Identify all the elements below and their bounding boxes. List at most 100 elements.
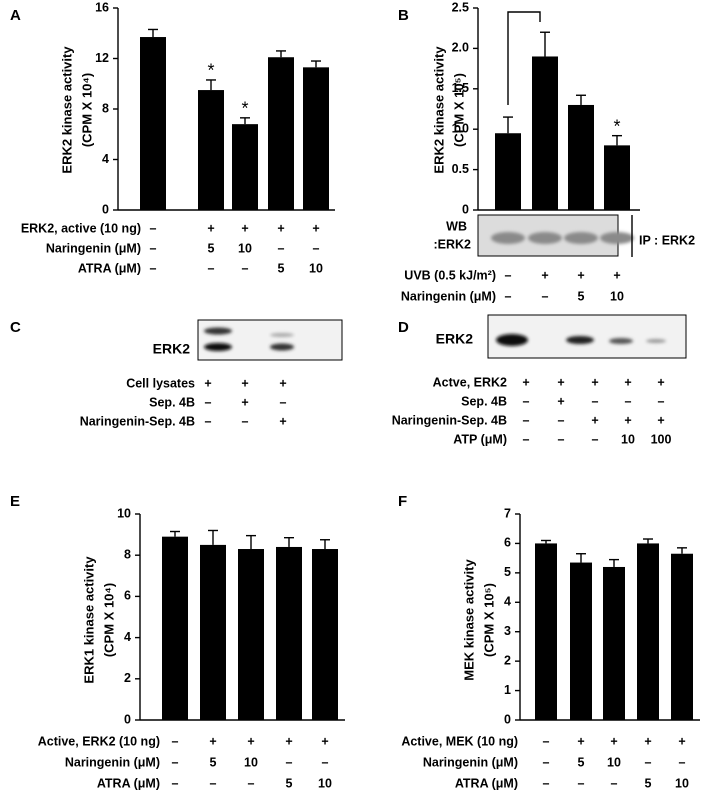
condition-mark: +: [241, 395, 248, 409]
bar: [603, 566, 625, 720]
condition-mark: +: [644, 734, 651, 748]
bar: [495, 133, 521, 210]
condition-mark: –: [558, 413, 565, 427]
y-tick-label: 8: [102, 101, 109, 115]
condition-mark: 10: [309, 261, 323, 275]
y-axis-label: ERK2 kinase activity: [431, 46, 446, 174]
condition-mark: –: [242, 414, 249, 428]
blot-band: [270, 333, 294, 337]
bar: [568, 104, 594, 210]
condition-label: Sep. 4B: [149, 395, 195, 409]
condition-mark: 10: [610, 289, 624, 303]
y-tick-label: 1: [504, 683, 511, 697]
bar: [570, 562, 592, 720]
condition-label: UVB (0.5 kJ/m²): [404, 268, 496, 282]
bar: [604, 145, 630, 210]
condition-mark: 10: [318, 776, 332, 790]
condition-mark: +: [279, 414, 286, 428]
condition-mark: –: [543, 734, 550, 748]
condition-mark: +: [591, 375, 598, 389]
condition-mark: –: [172, 776, 179, 790]
bar: [268, 57, 294, 210]
blot-label: :ERK2: [433, 237, 471, 251]
condition-mark: 10: [621, 432, 635, 446]
y-tick-label: 2: [124, 671, 131, 685]
y-axis-label: ERK2 kinase activity: [59, 46, 74, 174]
y-tick-label: 4: [102, 152, 109, 166]
condition-label: ATRA (μM): [78, 261, 141, 275]
condition-mark: +: [204, 376, 211, 390]
panel-letter: D: [398, 319, 409, 336]
condition-mark: –: [210, 776, 217, 790]
y-axis-label: (CPM X 10⁴): [79, 73, 94, 147]
significance-marker: *: [207, 61, 214, 81]
condition-mark: +: [577, 268, 584, 282]
y-tick-label: 1.5: [452, 81, 469, 95]
condition-mark: –: [322, 755, 329, 769]
condition-mark: 5: [210, 755, 217, 769]
condition-mark: +: [557, 394, 564, 408]
condition-mark: +: [207, 221, 214, 235]
condition-mark: 10: [607, 755, 621, 769]
condition-mark: +: [610, 734, 617, 748]
condition-mark: –: [523, 413, 530, 427]
condition-mark: +: [279, 376, 286, 390]
blot-band: [646, 339, 666, 343]
y-axis-label: ERK1 kinase activity: [81, 556, 96, 684]
condition-label: Sep. 4B: [461, 394, 507, 408]
condition-mark: +: [624, 413, 631, 427]
condition-mark: –: [558, 432, 565, 446]
condition-mark: 10: [244, 755, 258, 769]
ip-label: IP : ERK2: [639, 233, 695, 247]
panel-letter: E: [10, 493, 20, 510]
blot-band: [566, 336, 594, 344]
y-tick-label: 0: [504, 712, 511, 726]
condition-mark: 5: [645, 776, 652, 790]
condition-mark: –: [543, 776, 550, 790]
y-tick-label: 16: [95, 0, 109, 14]
bar: [637, 543, 659, 720]
y-tick-label: 6: [504, 536, 511, 550]
blot-band: [564, 232, 598, 244]
bar: [532, 56, 558, 211]
condition-mark: 100: [651, 432, 672, 446]
condition-mark: +: [557, 375, 564, 389]
condition-mark: –: [592, 432, 599, 446]
condition-mark: –: [172, 755, 179, 769]
blot-band: [204, 343, 232, 351]
condition-mark: +: [209, 734, 216, 748]
condition-mark: 5: [578, 289, 585, 303]
condition-label: Actve, ERK2: [433, 375, 507, 389]
condition-mark: –: [505, 289, 512, 303]
condition-mark: +: [321, 734, 328, 748]
condition-label: Naringenin (μM): [423, 755, 518, 769]
condition-label: ATRA (μM): [455, 776, 518, 790]
condition-mark: –: [523, 432, 530, 446]
blot-band: [496, 334, 528, 346]
condition-mark: +: [312, 221, 319, 235]
blot-label: ERK2: [436, 331, 474, 347]
condition-mark: –: [645, 755, 652, 769]
condition-mark: +: [613, 268, 620, 282]
condition-mark: –: [679, 755, 686, 769]
condition-mark: +: [657, 413, 664, 427]
condition-mark: –: [313, 241, 320, 255]
condition-mark: –: [505, 268, 512, 282]
bar: [276, 546, 302, 720]
bar: [198, 90, 224, 210]
y-tick-label: 2.5: [452, 0, 469, 14]
y-axis-label: (CPM X 10⁵): [451, 73, 466, 147]
condition-mark: –: [523, 394, 530, 408]
bar: [671, 553, 693, 720]
condition-mark: +: [285, 734, 292, 748]
y-tick-label: 0: [462, 202, 469, 216]
bar: [312, 549, 338, 720]
condition-mark: +: [577, 734, 584, 748]
condition-mark: +: [624, 375, 631, 389]
condition-mark: –: [611, 776, 618, 790]
condition-label: ERK2, active (10 ng): [21, 221, 141, 235]
panel-letter: C: [10, 319, 21, 336]
panel-letter: A: [10, 7, 21, 24]
condition-mark: 5: [286, 776, 293, 790]
